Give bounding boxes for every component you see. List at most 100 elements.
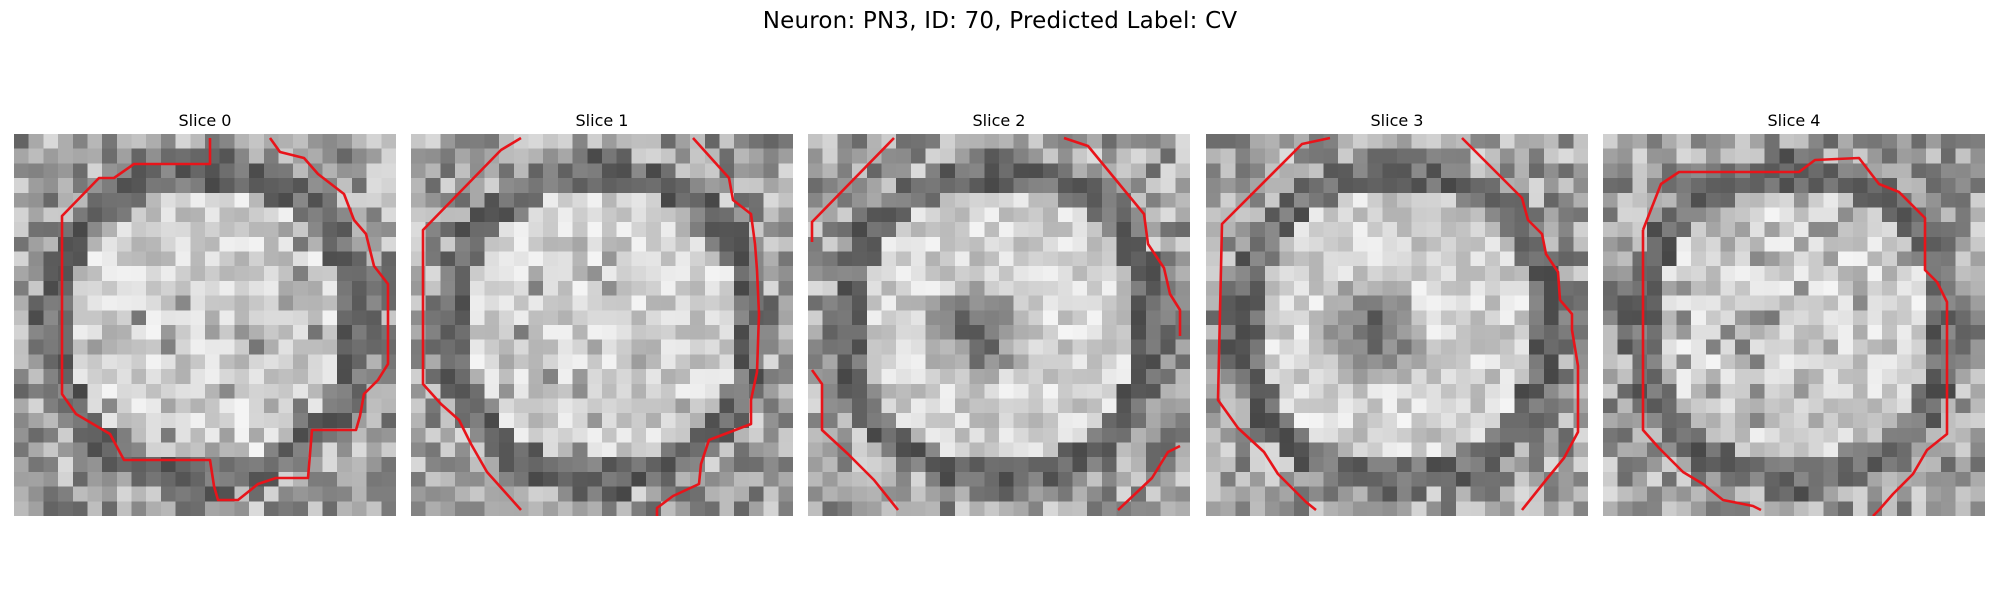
image-pixel xyxy=(1279,398,1295,414)
image-pixel xyxy=(1206,486,1222,502)
image-pixel xyxy=(631,148,647,164)
image-pixel xyxy=(1603,471,1619,488)
image-pixel xyxy=(219,192,235,209)
image-pixel xyxy=(87,295,103,311)
image-pixel xyxy=(616,207,632,223)
image-pixel xyxy=(1338,369,1354,385)
image-pixel xyxy=(1235,501,1251,516)
image-pixel xyxy=(1175,427,1190,444)
image-pixel xyxy=(1220,471,1236,488)
image-pixel xyxy=(1940,339,1957,355)
image-pixel xyxy=(1735,222,1751,238)
image-pixel xyxy=(1514,222,1530,238)
image-pixel xyxy=(1308,398,1325,414)
image-pixel xyxy=(322,207,338,223)
image-pixel xyxy=(175,280,191,297)
image-pixel xyxy=(1145,501,1162,516)
image-pixel xyxy=(484,236,500,253)
image-pixel xyxy=(1338,471,1354,488)
image-pixel xyxy=(190,325,206,341)
image-pixel xyxy=(954,325,971,341)
image-pixel xyxy=(1043,471,1059,488)
image-pixel xyxy=(1397,178,1413,194)
image-pixel xyxy=(587,398,603,414)
image-pixel xyxy=(587,251,603,267)
image-pixel xyxy=(513,413,530,429)
image-pixel xyxy=(1764,339,1780,355)
image-pixel xyxy=(1940,148,1957,164)
image-pixel xyxy=(219,369,235,385)
image-pixel xyxy=(1485,178,1501,194)
image-pixel xyxy=(102,413,118,429)
image-pixel xyxy=(1676,471,1692,488)
slice-image xyxy=(1603,134,1985,516)
image-pixel xyxy=(1145,280,1162,297)
image-pixel xyxy=(1603,266,1619,282)
image-pixel xyxy=(616,354,632,370)
image-pixel xyxy=(660,383,677,400)
image-pixel xyxy=(1411,413,1427,429)
image-pixel xyxy=(1896,354,1913,370)
image-pixel xyxy=(1808,236,1824,253)
image-pixel xyxy=(322,163,338,179)
image-pixel xyxy=(910,266,927,282)
image-pixel xyxy=(969,398,985,414)
image-pixel xyxy=(263,207,280,223)
image-pixel xyxy=(366,148,382,164)
image-pixel xyxy=(1705,398,1722,414)
image-pixel xyxy=(1220,427,1236,444)
image-pixel xyxy=(675,457,691,473)
image-pixel xyxy=(954,295,971,311)
image-pixel xyxy=(822,369,838,385)
image-pixel xyxy=(734,325,750,341)
image-pixel xyxy=(602,163,618,179)
image-pixel xyxy=(1470,163,1486,179)
segmentation-contour xyxy=(421,136,522,511)
image-pixel xyxy=(1294,251,1310,267)
image-pixel xyxy=(969,222,985,238)
image-pixel xyxy=(1279,325,1295,341)
image-pixel xyxy=(337,383,353,400)
image-pixel xyxy=(131,163,147,179)
image-pixel xyxy=(1764,251,1780,267)
image-pixel xyxy=(1529,442,1545,458)
image-pixel xyxy=(146,266,162,282)
image-pixel xyxy=(1735,310,1751,326)
image-pixel xyxy=(1514,163,1530,179)
image-pixel xyxy=(1220,325,1236,341)
image-pixel xyxy=(1116,427,1132,444)
image-pixel xyxy=(910,427,927,444)
image-pixel xyxy=(1911,325,1927,341)
image-pixel xyxy=(1250,134,1266,150)
image-pixel xyxy=(1779,427,1795,444)
image-pixel xyxy=(1867,427,1883,444)
image-pixel xyxy=(1661,236,1678,253)
image-pixel xyxy=(234,501,250,516)
image-pixel xyxy=(1485,236,1501,253)
image-pixel xyxy=(1838,413,1854,429)
image-pixel xyxy=(1101,325,1118,341)
image-pixel xyxy=(1573,413,1588,429)
image-pixel xyxy=(734,442,750,458)
image-pixel xyxy=(1573,251,1588,267)
image-pixel xyxy=(72,148,89,164)
image-pixel xyxy=(925,427,941,444)
image-pixel xyxy=(1529,207,1545,223)
image-pixel xyxy=(1131,222,1147,238)
image-pixel xyxy=(543,207,559,223)
image-pixel xyxy=(999,501,1015,516)
image-pixel xyxy=(1940,178,1957,194)
image-pixel xyxy=(954,413,971,429)
image-pixel xyxy=(234,471,250,488)
image-pixel xyxy=(837,134,853,150)
image-pixel xyxy=(381,148,396,164)
image-pixel xyxy=(1441,192,1457,209)
segmentation-contour xyxy=(655,137,761,516)
image-pixel xyxy=(278,486,294,502)
image-pixel xyxy=(1072,178,1088,194)
image-pixel xyxy=(1499,413,1516,429)
image-pixel xyxy=(1720,442,1736,458)
image-pixel xyxy=(43,442,59,458)
image-pixel xyxy=(778,471,793,488)
image-pixel xyxy=(690,163,706,179)
